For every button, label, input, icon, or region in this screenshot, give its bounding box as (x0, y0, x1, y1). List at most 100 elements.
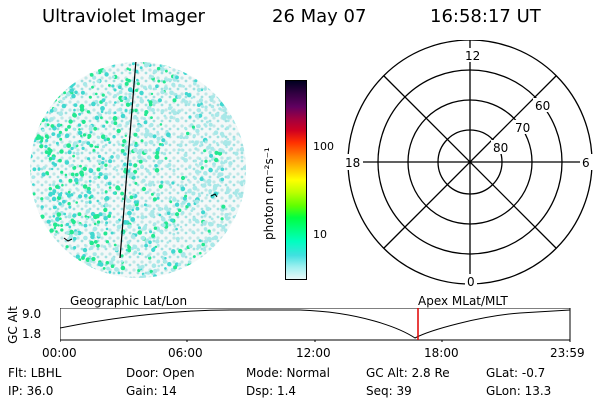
aurora-dot (171, 62, 176, 63)
aurora-dot (86, 262, 91, 268)
aurora-dot (148, 133, 154, 138)
aurora-dot (199, 251, 202, 255)
aurora-dot (32, 167, 37, 172)
aurora-dot (234, 254, 239, 259)
aurora-dot (40, 88, 45, 93)
aurora-dot (30, 154, 33, 159)
aurora-dot (54, 233, 57, 236)
aurora-dot (31, 134, 35, 138)
aurora-dot (45, 171, 49, 175)
aurora-dot (32, 87, 37, 92)
aurora-dot (216, 85, 221, 90)
aurora-dot (43, 73, 47, 77)
aurora-dot (36, 121, 42, 126)
aurora-dot (30, 231, 34, 235)
aurora-dot (165, 180, 170, 185)
aurora-dot (123, 162, 127, 167)
aurora-dot (192, 276, 196, 278)
aurora-dot (86, 141, 91, 145)
aurora-dot (215, 247, 219, 251)
aurora-dot (91, 268, 97, 273)
aurora-dot (43, 70, 49, 76)
aurora-dot (45, 196, 50, 201)
aurora-dot (47, 266, 51, 270)
aurora-dot (227, 216, 231, 220)
aurora-dot (64, 160, 70, 165)
aurora-dot (117, 143, 121, 146)
aurora-dot (223, 159, 228, 164)
aurora-dot (214, 92, 217, 96)
aurora-dot (132, 193, 135, 196)
aurora-dot (158, 213, 162, 217)
aurora-dot (58, 179, 63, 183)
aurora-dot (86, 186, 91, 191)
aurora-dot (205, 206, 211, 212)
aurora-dot (239, 147, 245, 152)
aurora-dot (219, 184, 222, 188)
aurora-dot (143, 203, 147, 207)
aurora-dot (167, 78, 171, 82)
aurora-dot (138, 252, 141, 255)
info-seq: Seq: 39 (366, 384, 412, 398)
aurora-dot (204, 256, 210, 261)
aurora-dot (226, 249, 230, 254)
aurora-dot (63, 212, 67, 216)
aurora-dot (151, 180, 155, 184)
aurora-dot (240, 77, 244, 80)
aurora-dot (149, 122, 154, 128)
aurora-dot (72, 141, 78, 146)
aurora-dot (173, 225, 177, 228)
aurora-dot (91, 101, 96, 107)
aurora-dot (36, 228, 39, 231)
aurora-dot (110, 231, 114, 235)
aurora-dot (139, 66, 143, 70)
aurora-dot (133, 132, 138, 137)
aurora-dot (190, 209, 194, 213)
aurora-dot (59, 137, 63, 141)
aurora-dot (214, 169, 219, 173)
aurora-dot (242, 165, 246, 171)
aurora-dot (64, 277, 69, 278)
aurora-dot (47, 70, 53, 76)
aurora-dot (243, 266, 246, 271)
aurora-dot (125, 121, 130, 126)
aurora-disk (30, 62, 246, 278)
aurora-dot (217, 151, 223, 156)
aurora-dot (105, 261, 110, 265)
aurora-dot (157, 206, 162, 212)
aurora-dot (69, 266, 72, 269)
aurora-dot (188, 244, 193, 249)
aurora-dot (112, 135, 116, 139)
aurora-dot (65, 230, 70, 235)
colorbar-tick-100: 100 (313, 140, 334, 153)
aurora-dot (120, 191, 124, 196)
aurora-dot (93, 240, 98, 244)
aurora-dot (74, 177, 79, 183)
aurora-dot (130, 143, 134, 146)
aurora-dot (100, 106, 105, 111)
aurora-dot (47, 105, 51, 109)
aurora-dot (137, 230, 143, 235)
aurora-dot (40, 205, 44, 209)
aurora-dot (159, 123, 163, 126)
info-door: Door: Open (126, 366, 195, 380)
aurora-dot (40, 253, 45, 258)
aurora-dot (41, 172, 46, 177)
aurora-dot (62, 199, 66, 204)
aurora-dot (162, 259, 167, 264)
aurora-dot (245, 247, 246, 253)
aurora-dot (30, 62, 32, 66)
aurora-dot (40, 197, 44, 201)
aurora-dot (78, 223, 81, 226)
aurora-dot (163, 152, 167, 156)
aurora-dot (92, 149, 96, 152)
aurora-dot (141, 178, 146, 183)
aurora-dot (190, 62, 194, 63)
aurora-dot (50, 272, 54, 275)
x-tick-0000: 00:00 (42, 346, 77, 360)
aurora-dot (107, 91, 110, 94)
aurora-dot (174, 202, 180, 207)
aurora-dot (207, 145, 211, 148)
aurora-dot (150, 209, 155, 215)
aurora-dot (237, 250, 242, 255)
